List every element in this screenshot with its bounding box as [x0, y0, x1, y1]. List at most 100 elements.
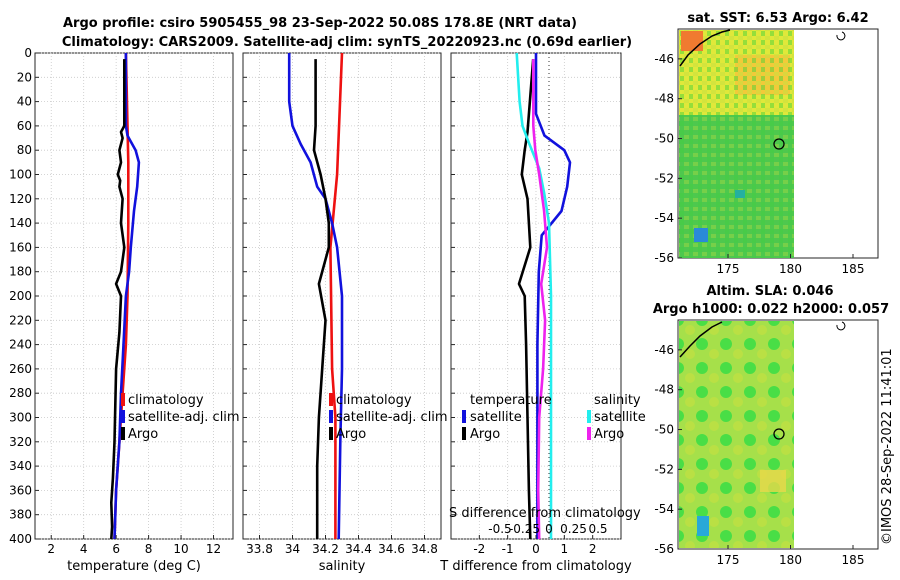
- sst-cold-spot-2: [735, 190, 745, 198]
- y-tick-label: 80: [17, 143, 32, 157]
- x-tick-label: 1: [561, 542, 569, 556]
- sla-map-panel: Altim. SLA: 0.046 Argo h1000: 0.022 h200…: [653, 284, 889, 567]
- map-y-tick-label: -50: [654, 423, 674, 437]
- x-tick-label: 8: [145, 542, 153, 556]
- difference-panel: -2 -1 0 1 2 T difference from climatology S …: [439, 52, 646, 574]
- legend-swatch-argo: [329, 427, 333, 440]
- map-y-tick-label: -48: [654, 383, 674, 397]
- map-arrow-icon: [836, 321, 846, 331]
- y-tick-label: 140: [9, 216, 32, 230]
- x-tick-label: 0: [532, 542, 540, 556]
- map-y-tick-label: -56: [654, 251, 674, 265]
- map-x-tick-label: 185: [842, 262, 865, 276]
- y-tick-label: 180: [9, 265, 32, 279]
- series-line-argo: [312, 59, 331, 539]
- legend-swatch-temp-argo: [462, 427, 466, 440]
- sst-coastline: [679, 29, 731, 67]
- series-line-temperature-argo: [517, 58, 535, 539]
- legend-swatch-satellite-adj: [121, 410, 125, 423]
- x-tick-label: 4: [80, 542, 88, 556]
- legend-label-temp-satellite: satellite: [470, 410, 522, 425]
- legend-swatch-argo: [121, 427, 125, 440]
- sst-warm-patch: [681, 31, 703, 51]
- map-y-tick-label: -54: [654, 502, 674, 516]
- map-y-tick-label: -52: [654, 462, 674, 476]
- difference-legend-salinity: salinity satellite Argo: [587, 393, 646, 442]
- sst-map-title: sat. SST: 6.53 Argo: 6.42: [687, 11, 868, 26]
- y-tick-label: 200: [9, 289, 32, 303]
- map-y-tick-label: -56: [654, 542, 674, 556]
- series-line-salinity-satellite: [515, 53, 553, 539]
- series-line-salinity-argo: [532, 59, 549, 539]
- legend-label-sal-satellite: satellite: [594, 410, 646, 425]
- secondary-x-tick-label: 0.25: [560, 522, 587, 536]
- legend-swatch-climatology: [329, 393, 333, 406]
- map-y-tick-label: -52: [654, 171, 674, 185]
- x-tick-label: 2: [589, 542, 597, 556]
- x-tick-label: -2: [473, 542, 485, 556]
- y-tick-label: 260: [9, 362, 32, 376]
- temperature-xlabel: temperature (deg C): [67, 559, 201, 574]
- legend-label-climatology: climatology: [128, 393, 204, 408]
- y-tick-label: 160: [9, 240, 32, 254]
- figure-title-line1: Argo profile: csiro 5905455_98 23-Sep-20…: [63, 16, 577, 31]
- salinity-panel: 33.8 34 34.2 34.4 34.6 34.8 salinity climatol…: [242, 52, 448, 574]
- y-tick-label: 360: [9, 483, 32, 497]
- x-tick-label: 34.2: [312, 542, 339, 556]
- salinity-difference-xlabel: S difference from climatology: [449, 506, 641, 521]
- sla-heatmap: [679, 321, 877, 548]
- y-tick-label: 0: [24, 46, 32, 60]
- map-y-tick-label: -46: [654, 343, 674, 357]
- legend-label-sal-argo: Argo: [594, 427, 624, 442]
- imos-credit: ©IMOS 28-Sep-2022 11:41:01: [880, 348, 895, 545]
- y-tick-label: 40: [17, 95, 32, 109]
- x-tick-label: 34.8: [411, 542, 438, 556]
- secondary-x-tick-label: 0: [545, 522, 553, 536]
- map-x-tick-label: 180: [779, 262, 802, 276]
- sla-nodata-region: [794, 321, 877, 548]
- y-tick-label: 220: [9, 313, 32, 327]
- y-tick-label: 100: [9, 168, 32, 182]
- sst-nodata-region: [794, 30, 877, 257]
- difference-xlabel: T difference from climatology: [439, 559, 632, 574]
- x-tick-label: -1: [502, 542, 514, 556]
- y-tick-label: 400: [9, 532, 32, 546]
- legend-label-satellite-adj: satellite-adj. clim: [128, 410, 240, 425]
- y-tick-label: 380: [9, 508, 32, 522]
- sla-high-patch: [760, 470, 786, 492]
- map-x-tick-label: 175: [717, 553, 740, 567]
- y-tick-label: 60: [17, 119, 32, 133]
- sst-map-panel: sat. SST: 6.53 Argo: 6.42 175 180 185 -46 -4…: [654, 11, 879, 276]
- argo-float-marker: [773, 138, 785, 150]
- x-tick-label: 12: [206, 542, 221, 556]
- y-tick-label: 320: [9, 435, 32, 449]
- sla-map-title: Altim. SLA: 0.046: [707, 284, 834, 299]
- map-y-tick-label: -50: [654, 132, 674, 146]
- y-tick-label: 340: [9, 459, 32, 473]
- x-tick-label: 33.8: [246, 542, 273, 556]
- y-tick-label: 280: [9, 386, 32, 400]
- map-y-tick-label: -46: [654, 52, 674, 66]
- series-line-temperature-satellite: [534, 53, 572, 539]
- temperature-legend: climatology satellite-adj. clim Argo: [121, 393, 240, 442]
- legend-swatch-temp-satellite: [462, 410, 466, 423]
- x-tick-label: 34: [285, 542, 300, 556]
- x-tick-label: 2: [47, 542, 55, 556]
- sla-field-texture: [679, 321, 794, 548]
- legend-swatch-satellite-adj: [329, 410, 333, 423]
- secondary-x-tick-label: 0.5: [588, 522, 607, 536]
- sla-low-spot: [697, 516, 709, 536]
- y-tick-label: 20: [17, 70, 32, 84]
- x-tick-label: 6: [112, 542, 120, 556]
- sla-map-subtitle: Argo h1000: 0.022 h2000: 0.057: [653, 302, 889, 317]
- secondary-x-tick-label: -0.25: [509, 522, 540, 536]
- legend-label-temp-argo: Argo: [470, 427, 500, 442]
- y-tick-label: 240: [9, 338, 32, 352]
- map-y-tick-label: -48: [654, 92, 674, 106]
- sla-coastline: [679, 321, 723, 358]
- difference-legend-temperature: temperature satellite Argo: [462, 393, 552, 442]
- argo-float-marker: [773, 428, 785, 440]
- legend-label-satellite-adj: satellite-adj. clim: [336, 410, 448, 425]
- y-tick-label: 300: [9, 411, 32, 425]
